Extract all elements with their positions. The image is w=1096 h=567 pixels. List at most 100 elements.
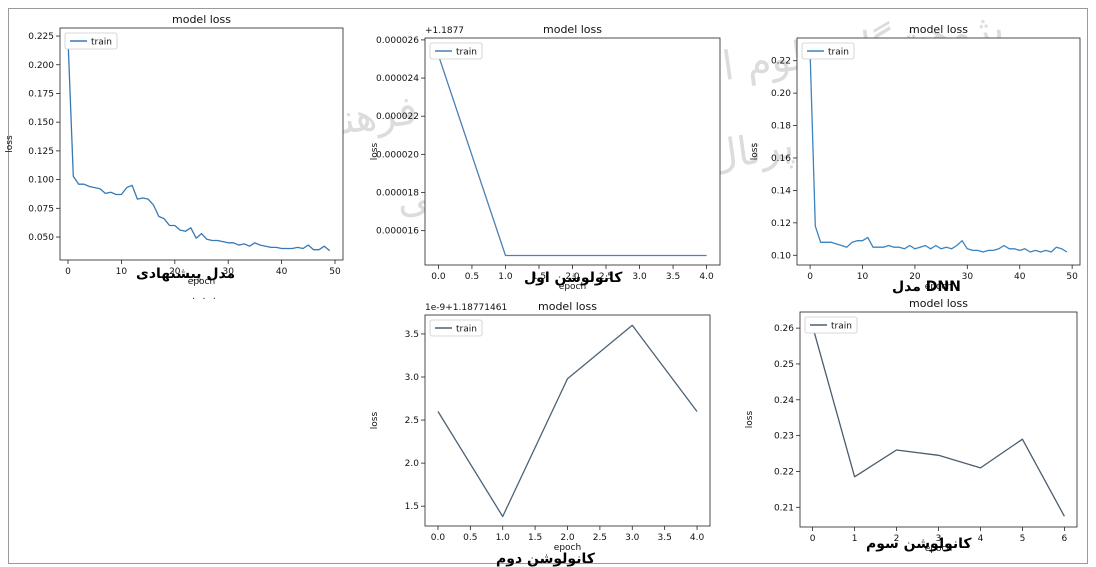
x-tick-label: 30	[962, 272, 974, 282]
y-tick-label: 0.100	[28, 176, 54, 186]
y-tick-label: 0.000024	[376, 74, 419, 84]
legend-box	[801, 42, 855, 60]
caption-conv1: کانولوشن اول	[524, 270, 623, 286]
y-tick-label: 0.075	[28, 204, 54, 214]
y-tick-label: 0.25	[774, 360, 794, 370]
x-tick-label: 1	[852, 534, 858, 544]
y-tick-label: 0.16	[771, 154, 791, 164]
y-tick-label: 0.200	[28, 61, 54, 71]
x-tick-label: 4.0	[690, 533, 705, 543]
y-tick-label: 0.125	[28, 147, 54, 157]
series-line-train	[437, 324, 698, 518]
x-tick-label: 20	[909, 272, 921, 282]
y-axis-label: loss	[750, 142, 760, 160]
x-tick-label: 0	[65, 267, 71, 277]
x-tick-label: 0	[807, 272, 813, 282]
x-tick-label: 1.5	[528, 533, 542, 543]
x-tick-label: 50	[329, 267, 341, 277]
x-tick-label: 1.5	[532, 272, 546, 282]
chart-title: model loss	[909, 23, 968, 36]
y-tick-label: 0.21	[774, 503, 794, 513]
y-axis-label: loss	[745, 410, 755, 428]
y-tick-label: 0.22	[774, 467, 794, 477]
x-tick-label: 0.5	[463, 533, 477, 543]
legend-box	[804, 316, 858, 334]
x-tick-label: 20	[169, 267, 181, 277]
y-tick-label: 0.175	[28, 89, 54, 99]
series-line-train	[809, 52, 1068, 253]
plot-frame	[799, 311, 1078, 528]
y-tick-label: 0.000018	[376, 189, 419, 199]
caption-dnn: مدل DNN	[892, 279, 961, 295]
x-tick-label: 0.0	[431, 272, 446, 282]
y-tick-label: 0.000016	[376, 227, 419, 237]
offset-text: +1.1877	[425, 26, 464, 36]
y-tick-label: 0.225	[28, 32, 54, 42]
chart-conv3-loss: model loss 0 1 2 3 4 5 6 0.21 0.22 0.23 0.24 0.25 0.2…	[745, 297, 1078, 554]
caption-proposed-model: مدل پیشنهادی	[136, 266, 236, 282]
x-tick-label: 2.5	[593, 533, 607, 543]
chart-conv1-loss: model loss +1.1877 0.0 0.5 1.0 1.5 2.0 2.5 3.0 3.…	[370, 23, 721, 292]
legend-label: train	[828, 48, 849, 58]
x-tick-label: 3.5	[657, 533, 671, 543]
x-tick-label: 50	[1066, 272, 1078, 282]
y-tick-label: 0.23	[774, 432, 794, 442]
y-tick-label: 0.18	[771, 122, 791, 132]
y-tick-label: 0.22	[771, 57, 791, 67]
y-tick-label: 0.26	[774, 324, 794, 334]
x-tick-label: 40	[1014, 272, 1026, 282]
x-tick-label: 6	[1062, 534, 1068, 544]
offset-text: 1e-9+1.18771461	[425, 303, 507, 313]
plot-frame	[59, 27, 344, 261]
page-dots: . . .	[192, 291, 218, 302]
y-tick-label: 2.0	[405, 459, 420, 469]
x-tick-label: 1.0	[498, 272, 513, 282]
y-tick-label: 0.050	[28, 233, 54, 243]
y-tick-label: 0.12	[771, 219, 791, 229]
x-tick-label: 2.0	[565, 272, 580, 282]
x-tick-label: 0.5	[465, 272, 479, 282]
legend-label: train	[831, 322, 852, 332]
x-tick-label: 2.0	[560, 533, 575, 543]
legend-label: train	[456, 325, 477, 335]
caption-conv3: کانولوشن سوم	[866, 536, 972, 552]
y-tick-label: 0.000022	[376, 112, 419, 122]
x-axis-label: epoch	[188, 277, 215, 287]
x-tick-label: 3	[936, 534, 942, 544]
legend-box	[429, 319, 483, 337]
y-tick-label: 0.20	[771, 89, 791, 99]
series-line-train	[437, 54, 707, 257]
plot-frame	[796, 37, 1081, 266]
x-tick-label: 2.5	[599, 272, 613, 282]
plot-frame	[424, 314, 711, 527]
y-axis-label: loss	[370, 411, 380, 429]
legend-box	[64, 32, 118, 50]
y-tick-label: 1.5	[405, 502, 419, 512]
chart-dnn-loss: model loss 0 10 20 30 40 50 0.10 0.12 0.14 0.16 0.1…	[750, 23, 1081, 292]
legend-label: train	[456, 48, 477, 58]
x-tick-label: 0.0	[431, 533, 446, 543]
legend-box	[429, 42, 483, 60]
x-tick-label: 3.5	[666, 272, 680, 282]
x-tick-label: 2	[894, 534, 900, 544]
plot-frame	[424, 37, 721, 266]
x-axis-label: epoch	[925, 544, 952, 554]
chart-conv2-loss: model loss 1e-9+1.18771461 0.0 0.5 1.0 1.5 2.0…	[370, 300, 711, 553]
x-tick-label: 5	[1020, 534, 1026, 544]
x-tick-label: 4.0	[699, 272, 714, 282]
y-tick-label: 0.000020	[376, 150, 419, 160]
y-tick-label: 3.5	[405, 330, 419, 340]
y-tick-label: 2.5	[405, 416, 419, 426]
chart-proposed-model-loss: model loss 0 10 20 30 40 50 0.050 0.075 0.100 0.12…	[5, 13, 344, 287]
x-axis-label: epoch	[554, 543, 581, 553]
chart-title: model loss	[909, 297, 968, 310]
x-tick-label: 0	[810, 534, 816, 544]
x-axis-label: epoch	[925, 282, 952, 292]
x-tick-label: 30	[222, 267, 234, 277]
x-tick-label: 3.0	[632, 272, 647, 282]
series-line-train	[811, 326, 1065, 517]
x-tick-label: 40	[276, 267, 288, 277]
x-tick-label: 3.0	[625, 533, 640, 543]
caption-conv2: کانولوشن دوم	[496, 551, 595, 567]
y-tick-label: 0.10	[771, 251, 791, 261]
